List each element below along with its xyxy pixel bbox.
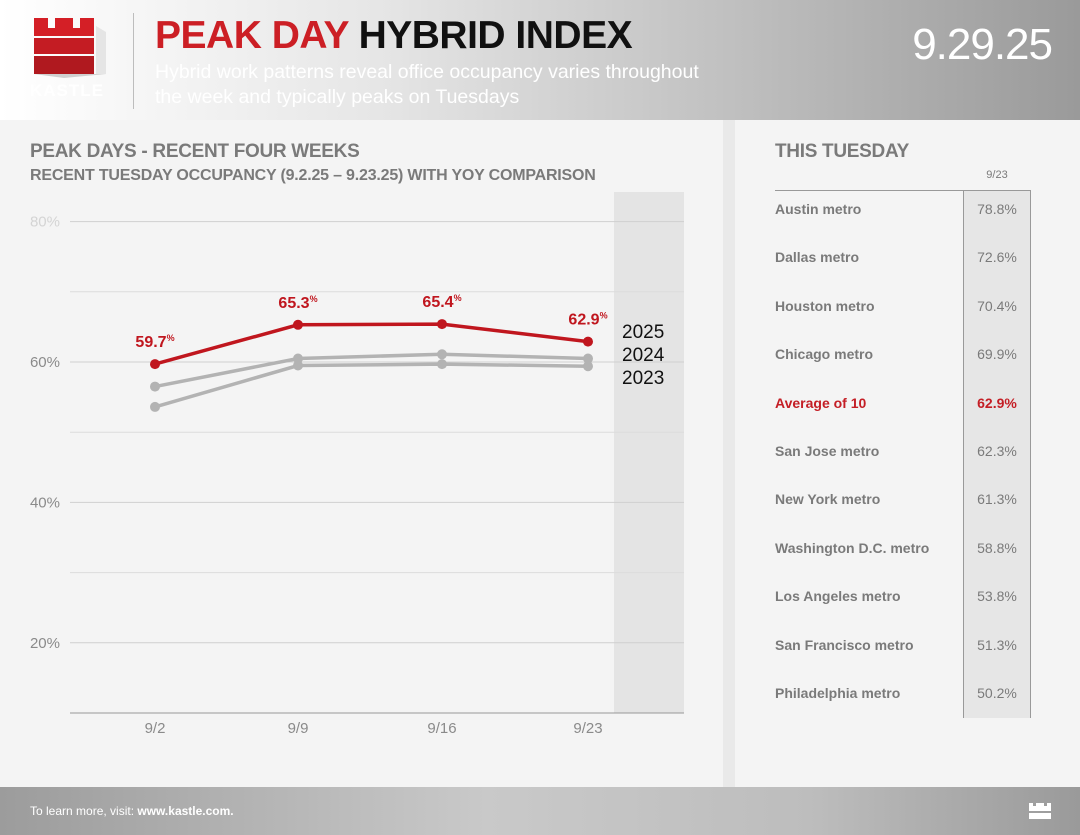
table-column-header: 9/23 (986, 169, 1008, 181)
castle-icon (1029, 803, 1051, 819)
data-label-2025: 65.3% (278, 294, 317, 312)
metro-value: 51.3% (977, 636, 1017, 653)
series-line-2025 (154, 322, 589, 366)
metro-name: Chicago metro (775, 346, 874, 363)
footer (0, 787, 1080, 835)
footer-text: To learn more, visit: www.kastle.com. (30, 804, 234, 818)
data-point-2025 (293, 319, 303, 330)
metro-name: Washington D.C. metro (775, 539, 930, 556)
y-tick-label: 80% (30, 214, 60, 231)
table-row: Dallas metro 72.6% (775, 249, 1031, 269)
table-row: New York metro 61.3% (775, 491, 1031, 511)
legend-label-2024: 2024 (622, 345, 665, 366)
x-tick-label: 9/2 (145, 720, 166, 737)
metro-value: 70.4% (977, 297, 1017, 314)
table-row: Average of 10 62.9% (775, 395, 1031, 415)
metro-value: 69.9% (977, 346, 1017, 363)
table-row: San Jose metro 62.3% (775, 443, 1031, 463)
metro-name: San Francisco metro (775, 636, 914, 653)
metro-value: 78.8% (977, 201, 1017, 217)
metro-name: New York metro (775, 491, 881, 508)
data-point-2023 (583, 361, 593, 372)
brand-name: KASTLE (30, 81, 104, 100)
chart-panel (0, 120, 723, 787)
metro-name: San Jose metro (775, 443, 880, 459)
table-top-rule (775, 190, 1031, 191)
metro-name: Philadelphia metro (775, 685, 901, 701)
data-point-2023 (293, 360, 303, 371)
metro-value: 61.3% (977, 491, 1017, 508)
metro-value: 53.8% (977, 588, 1017, 605)
metro-value: 58.8% (977, 539, 1017, 556)
x-tick-label: 9/9 (288, 720, 309, 737)
title-red: PEAK DAY (155, 14, 349, 57)
y-tick-label: 60% (30, 354, 60, 371)
table-row: Washington D.C. metro 58.8% (775, 540, 1031, 560)
footer-link[interactable]: www.kastle.com. (137, 804, 234, 818)
header (0, 0, 1080, 120)
metro-value: 62.3% (977, 443, 1017, 459)
data-label-2025: 62.9% (568, 311, 607, 329)
metro-name: Dallas metro (775, 249, 860, 266)
metro-name: Los Angeles metro (775, 588, 901, 605)
x-tick-label: 9/16 (427, 720, 456, 737)
table-row: Houston metro 70.4% (775, 298, 1031, 318)
data-point-2023 (437, 359, 447, 370)
metro-value: 62.9% (977, 394, 1017, 411)
data-point-2025 (437, 319, 447, 330)
chart-subtitle: RECENT TUESDAY OCCUPANCY (9.2.25 – 9.23.… (30, 167, 596, 184)
page-subtitle: Hybrid work patterns reveal office occup… (155, 61, 699, 108)
report-date: 9.29.25 (912, 20, 1053, 69)
metro-value: 50.2% (977, 685, 1017, 701)
page-title: PEAK DAY HYBRID INDEX (155, 14, 633, 58)
data-point-2024 (150, 381, 160, 392)
y-tick-label: 20% (30, 635, 60, 652)
table-row: San Francisco metro 51.3% (775, 637, 1031, 657)
data-point-2025 (583, 336, 593, 347)
table-value-column (963, 190, 1031, 718)
header-divider (133, 13, 134, 109)
table-row: Chicago metro 69.9% (775, 346, 1031, 366)
metro-value: 72.6% (977, 249, 1017, 266)
data-point-2024 (293, 353, 303, 364)
data-point-2024 (583, 353, 593, 364)
data-point-2023 (150, 401, 160, 412)
legend-label-2025: 2025 (622, 322, 664, 343)
series-line-2024 (154, 352, 589, 389)
table-row: Philadelphia metro 50.2% (775, 685, 1031, 705)
metro-name: Austin metro (775, 201, 862, 217)
data-point-2025 (150, 359, 160, 370)
table-title: THIS TUESDAY (775, 141, 910, 162)
title-black: HYBRID INDEX (358, 14, 633, 57)
y-tick-label: 40% (30, 494, 60, 511)
legend-label-2023: 2023 (622, 368, 664, 389)
line-chart: 20% 40% 60% 80% 9/2 9/9 9/16 9/23 59.7% 65.3% 65.4… (30, 192, 684, 737)
chart-title: PEAK DAYS - RECENT FOUR WEEKS (30, 141, 360, 162)
table-row: Austin metro 78.8% (775, 201, 1031, 221)
data-label-2025: 59.7% (135, 333, 174, 351)
footer-label: To learn more, visit: (30, 804, 138, 818)
kastle-logo (34, 18, 106, 78)
latest-week-shade (614, 192, 684, 713)
data-label-2025: 65.4% (422, 293, 461, 311)
data-point-2024 (437, 349, 447, 360)
metro-name: Average of 10 (775, 394, 867, 411)
series-line-2023 (154, 362, 589, 409)
x-tick-label: 9/23 (573, 720, 602, 737)
table-row: Los Angeles metro 53.8% (775, 588, 1031, 608)
metro-name: Houston metro (775, 297, 875, 314)
